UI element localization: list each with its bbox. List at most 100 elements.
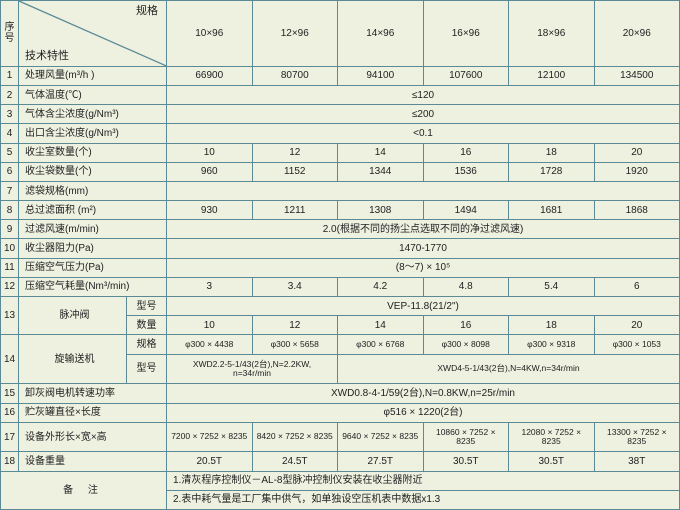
cell: 1494 bbox=[423, 201, 509, 220]
row-label: 出口含尘浓度(g/Nm³) bbox=[19, 124, 167, 143]
cell: 20 bbox=[594, 316, 680, 335]
row-label: 收尘器阻力(Pa) bbox=[19, 239, 167, 258]
cell: 12100 bbox=[509, 66, 595, 85]
row-label: 过滤风速(m/min) bbox=[19, 220, 167, 239]
cell: 13300 × 7252 × 8235 bbox=[594, 422, 680, 452]
sub-label: 型号 bbox=[127, 354, 167, 384]
cell: 6 bbox=[594, 277, 680, 296]
row-num: 11 bbox=[1, 258, 19, 277]
row-num: 13 bbox=[1, 297, 19, 335]
row-num: 3 bbox=[1, 105, 19, 124]
row-label: 贮灰罐直径×长度 bbox=[19, 403, 167, 422]
cell: 14 bbox=[338, 316, 424, 335]
cell: 5.4 bbox=[509, 277, 595, 296]
cell-span: XWD0.8-4-1/59(2台),N=0.8KW,n=25r/min bbox=[167, 384, 680, 403]
cell: 14 bbox=[338, 143, 424, 162]
cell: 1920 bbox=[594, 162, 680, 181]
cell: 12 bbox=[252, 143, 338, 162]
row-num: 14 bbox=[1, 335, 19, 384]
cell-span: (8～7) × 10⁵ bbox=[167, 258, 680, 277]
cell: 930 bbox=[167, 201, 253, 220]
row-label: 总过滤面积 (m²) bbox=[19, 201, 167, 220]
row-num: 9 bbox=[1, 220, 19, 239]
row-label: 卸灰阀电机转速功率 bbox=[19, 384, 167, 403]
spec-col: 18×96 bbox=[509, 1, 595, 67]
row-num: 7 bbox=[1, 181, 19, 200]
cell: φ300 × 8098 bbox=[423, 335, 509, 354]
cell: 24.5T bbox=[252, 452, 338, 471]
row-label: 气体含尘浓度(g/Nm³) bbox=[19, 105, 167, 124]
spec-col: 20×96 bbox=[594, 1, 680, 67]
cell: 3.4 bbox=[252, 277, 338, 296]
row-label: 旋输送机 bbox=[19, 335, 127, 384]
cell: 8420 × 7252 × 8235 bbox=[252, 422, 338, 452]
cell: 10 bbox=[167, 143, 253, 162]
cell-span: XWD4-5-1/43(2台),N=4KW,n=34r/min bbox=[338, 354, 680, 384]
cell-span: 1470-1770 bbox=[167, 239, 680, 258]
cell: φ300 × 9318 bbox=[509, 335, 595, 354]
cell-span: 2.0(根据不同的扬尘点选取不同的净过滤风速) bbox=[167, 220, 680, 239]
row-label: 压缩空气压力(Pa) bbox=[19, 258, 167, 277]
cell: 3 bbox=[167, 277, 253, 296]
cell: 960 bbox=[167, 162, 253, 181]
row-num: 15 bbox=[1, 384, 19, 403]
cell: 10 bbox=[167, 316, 253, 335]
cell-span: ≤200 bbox=[167, 105, 680, 124]
cell: 12 bbox=[252, 316, 338, 335]
cell: 18 bbox=[509, 316, 595, 335]
cell: φ300 × 5658 bbox=[252, 335, 338, 354]
row-num: 1 bbox=[1, 66, 19, 85]
tech-label: 技术特性 bbox=[25, 50, 69, 62]
row-num: 2 bbox=[1, 85, 19, 104]
cell: 16 bbox=[423, 316, 509, 335]
row-label: 收尘袋数量(个) bbox=[19, 162, 167, 181]
cell: 12080 × 7252 × 8235 bbox=[509, 422, 595, 452]
row-label: 压缩空气耗量(Nm³/min) bbox=[19, 277, 167, 296]
cell: 38T bbox=[594, 452, 680, 471]
cell: 20 bbox=[594, 143, 680, 162]
row-label: 设备重量 bbox=[19, 452, 167, 471]
cell: 4.2 bbox=[338, 277, 424, 296]
cell: 7200 × 7252 × 8235 bbox=[167, 422, 253, 452]
row-num: 6 bbox=[1, 162, 19, 181]
spec-col: 14×96 bbox=[338, 1, 424, 67]
cell-span: <0.1 bbox=[167, 124, 680, 143]
sub-label: 数量 bbox=[127, 316, 167, 335]
spec-col: 12×96 bbox=[252, 1, 338, 67]
seq-header: 序 号 bbox=[1, 1, 19, 67]
cell: 1868 bbox=[594, 201, 680, 220]
notes-label: 备 注 bbox=[1, 471, 167, 509]
row-label: 收尘室数量(个) bbox=[19, 143, 167, 162]
cell: 18 bbox=[509, 143, 595, 162]
cell: 30.5T bbox=[509, 452, 595, 471]
row-num: 12 bbox=[1, 277, 19, 296]
cell: 80700 bbox=[252, 66, 338, 85]
spec-table: 序 号 规格 技术特性 10×96 12×96 14×96 16×96 18×9… bbox=[0, 0, 680, 510]
note-2: 2.表中耗气量是工厂集中供气，如单独设空压机表中数据x1.3 bbox=[167, 490, 680, 509]
spec-label: 规格 bbox=[136, 5, 158, 17]
row-num: 5 bbox=[1, 143, 19, 162]
cell: 1728 bbox=[509, 162, 595, 181]
cell: φ300 × 4438 bbox=[167, 335, 253, 354]
row-num: 10 bbox=[1, 239, 19, 258]
cell: 10860 × 7252 × 8235 bbox=[423, 422, 509, 452]
cell: 94100 bbox=[338, 66, 424, 85]
row-label: 脉冲阀 bbox=[19, 297, 127, 335]
cell: 66900 bbox=[167, 66, 253, 85]
row-label: 设备外形长×宽×高 bbox=[19, 422, 167, 452]
row-num: 17 bbox=[1, 422, 19, 452]
cell-span bbox=[167, 181, 680, 200]
cell: 16 bbox=[423, 143, 509, 162]
cell: 1152 bbox=[252, 162, 338, 181]
cell-span: XWD2.2-5-1/43(2台),N=2.2KW, n=34r/min bbox=[167, 354, 338, 384]
row-label: 滤袋规格(mm) bbox=[19, 181, 167, 200]
cell: 20.5T bbox=[167, 452, 253, 471]
cell-span: ≤120 bbox=[167, 85, 680, 104]
note-1: 1.清灰程序控制仪－AL-8型脉冲控制仪安装在收尘器附近 bbox=[167, 471, 680, 490]
cell: 1681 bbox=[509, 201, 595, 220]
row-num: 8 bbox=[1, 201, 19, 220]
cell: 107600 bbox=[423, 66, 509, 85]
spec-col: 10×96 bbox=[167, 1, 253, 67]
cell: 9640 × 7252 × 8235 bbox=[338, 422, 424, 452]
diag-header: 规格 技术特性 bbox=[19, 1, 167, 67]
